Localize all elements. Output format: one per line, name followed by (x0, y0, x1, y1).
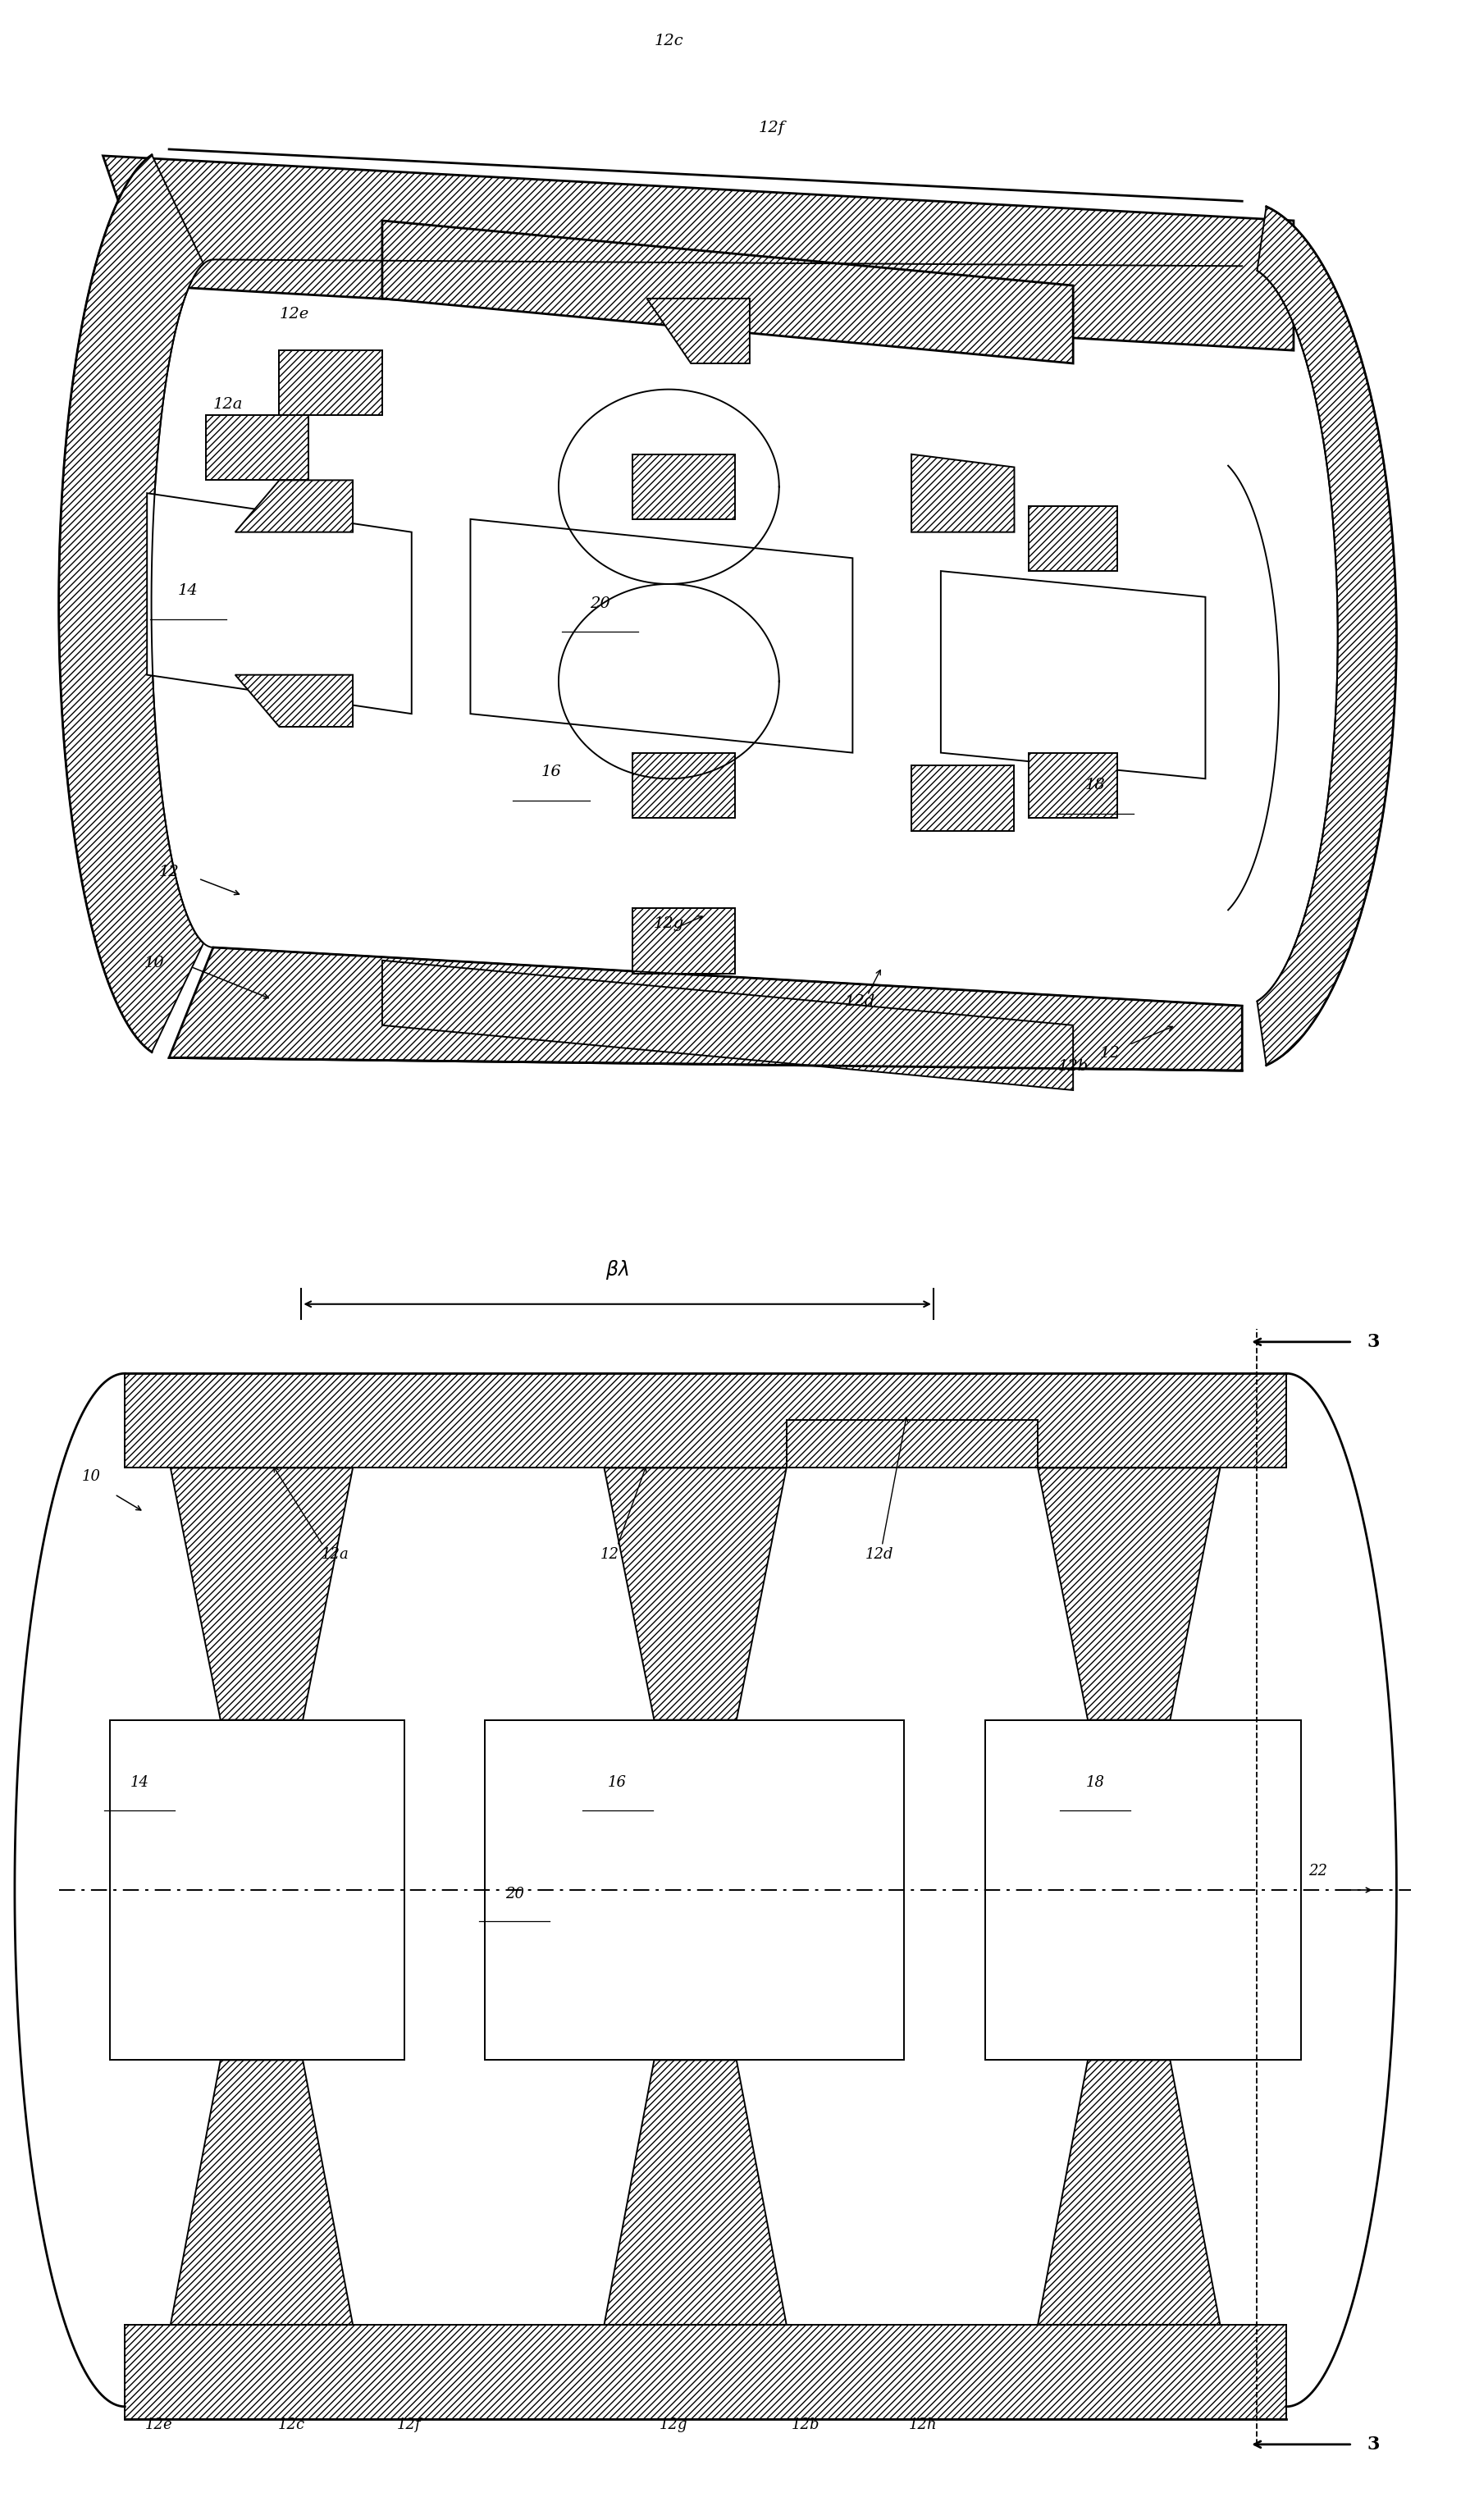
Polygon shape (786, 1421, 1038, 1467)
Polygon shape (103, 156, 1294, 350)
Polygon shape (171, 1467, 353, 1719)
Text: 12f: 12f (397, 2417, 420, 2432)
Polygon shape (235, 481, 353, 532)
Text: 12h: 12h (908, 2417, 938, 2432)
Text: 14: 14 (131, 1777, 148, 1789)
Text: 3: 3 (1367, 1333, 1380, 1351)
Text: 12: 12 (159, 864, 179, 879)
Text: 12c: 12c (278, 2417, 304, 2432)
Text: 20: 20 (589, 597, 610, 610)
Text: 22: 22 (1308, 1862, 1327, 1877)
Text: 10: 10 (144, 955, 165, 970)
Polygon shape (470, 519, 853, 753)
Polygon shape (169, 948, 1242, 1071)
Polygon shape (941, 572, 1205, 779)
Text: 14: 14 (178, 582, 198, 597)
Polygon shape (235, 675, 353, 726)
Text: 12: 12 (601, 1547, 619, 1562)
Text: 12e: 12e (279, 307, 309, 320)
Polygon shape (911, 766, 1014, 832)
Polygon shape (147, 494, 412, 713)
Polygon shape (647, 297, 750, 363)
Polygon shape (985, 1719, 1301, 2061)
Polygon shape (382, 222, 1073, 363)
Text: 18: 18 (1085, 779, 1105, 794)
Text: 12f: 12f (759, 121, 785, 136)
Polygon shape (1038, 2061, 1220, 2323)
Polygon shape (632, 753, 735, 816)
Polygon shape (125, 2323, 1286, 2419)
Text: 12b: 12b (791, 2417, 820, 2432)
Polygon shape (382, 960, 1073, 1091)
Polygon shape (485, 1719, 904, 2061)
Polygon shape (911, 454, 1014, 532)
Polygon shape (1029, 507, 1117, 572)
Text: 12a: 12a (322, 1547, 348, 1562)
Text: 20: 20 (506, 1887, 523, 1900)
Polygon shape (1038, 1467, 1220, 1719)
Polygon shape (604, 1467, 786, 1719)
Polygon shape (125, 1373, 1286, 1467)
Text: 12b: 12b (1058, 1058, 1088, 1074)
Polygon shape (632, 454, 735, 519)
Polygon shape (206, 416, 309, 481)
Text: 12a: 12a (213, 398, 243, 413)
Text: 12c: 12c (654, 33, 684, 48)
Polygon shape (604, 2061, 786, 2323)
Text: 12: 12 (1100, 1046, 1120, 1061)
Text: 12e: 12e (146, 2417, 172, 2432)
Text: 12d: 12d (864, 1547, 894, 1562)
Text: $\beta\lambda$: $\beta\lambda$ (606, 1257, 629, 1283)
Polygon shape (1257, 207, 1396, 1066)
Text: 18: 18 (1086, 1777, 1104, 1789)
Text: 16: 16 (541, 764, 562, 779)
Polygon shape (1029, 753, 1117, 816)
Polygon shape (279, 350, 382, 416)
Text: 16: 16 (609, 1777, 626, 1789)
Text: 10: 10 (82, 1469, 100, 1484)
Text: 12g: 12g (654, 917, 684, 932)
Polygon shape (110, 1719, 404, 2061)
Polygon shape (59, 154, 203, 1053)
Polygon shape (171, 2061, 353, 2323)
Polygon shape (632, 910, 735, 973)
Text: 3: 3 (1367, 2434, 1380, 2454)
Text: 12g: 12g (659, 2417, 688, 2432)
Text: 12d: 12d (845, 995, 875, 1008)
